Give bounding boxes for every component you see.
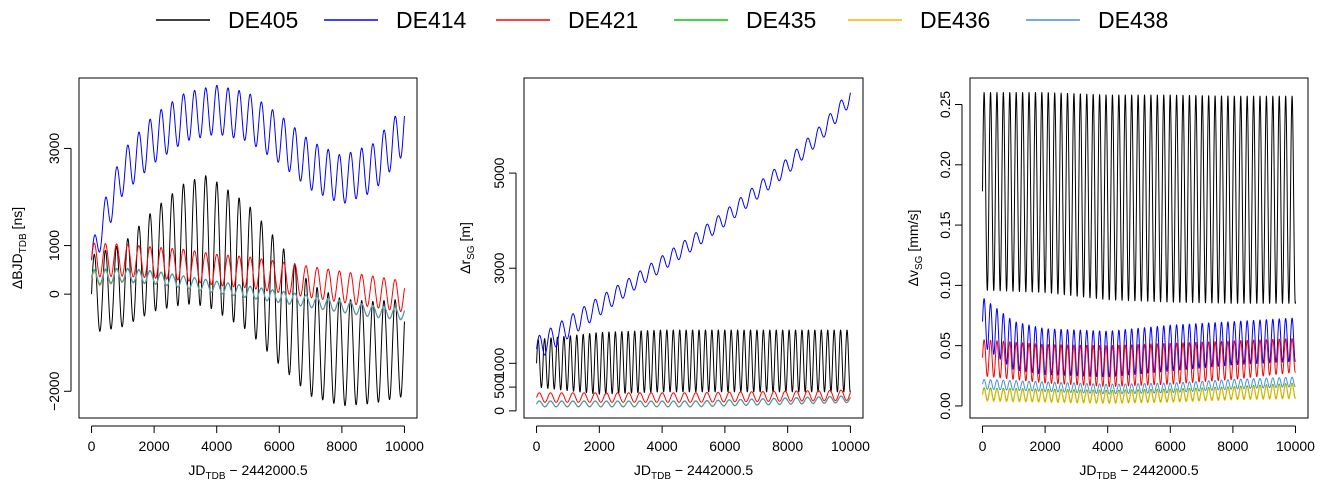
x-tick-label: 4000 [201,438,232,454]
x-tick-label: 0 [88,438,96,454]
y-tick-label: 0.00 [937,392,953,419]
x-tick-label: 4000 [1092,438,1123,454]
x-tick-label: 2000 [139,438,170,454]
series-group [982,92,1296,404]
panel-3: 0 2000 4000 6000 8000 10000 JDTDB − 2442000.5 0… [905,77,1315,482]
x-axis-label: JDTDB − 2442000.5 [634,462,753,482]
legend-entry-de414: DE414 [324,7,467,33]
series-line-de438 [982,376,1296,395]
series-line-de438 [91,268,405,321]
x-tick-label: 2000 [1030,438,1061,454]
x-axis: 0 2000 4000 6000 8000 10000 [88,425,424,454]
legend-entry-de421: DE421 [496,7,638,33]
y-axis-label: ΔvSG [mm/s] [905,210,925,287]
x-tick-label: 8000 [326,438,357,454]
y-tick-label: 0 [491,407,507,415]
x-tick-label: 10000 [385,438,424,454]
y-tick-label: 0.15 [937,211,953,238]
y-tick-label: −2000 [46,371,62,411]
y-tick-label: 1000 [491,348,507,379]
x-axis: 0 2000 4000 6000 8000 10000 [533,425,870,454]
y-tick-label: 3000 [491,252,507,283]
legend-entry-de405: DE405 [156,7,298,33]
y-axis-label: ΔBJDTDB [ns] [9,207,29,289]
y-tick-label: 0 [46,290,62,298]
plot-frame [78,77,418,419]
series-line-de405 [91,175,405,407]
x-tick-label: 6000 [264,438,295,454]
series-line-de421 [536,389,851,403]
legend-label: DE405 [228,7,298,33]
series-line-de405 [536,329,851,395]
y-tick-label: 3000 [46,133,62,164]
y-axis: −2000 0 1000 3000 [46,133,72,411]
legend-label: DE421 [568,7,638,33]
legend-entry-de435: DE435 [674,7,816,33]
series-group [536,92,851,408]
y-tick-label: 0.25 [937,91,953,118]
series-line-de414 [536,92,851,356]
y-tick-label: 500 [491,375,507,399]
x-tick-label: 8000 [772,438,803,454]
x-tick-label: 8000 [1217,438,1248,454]
x-tick-label: 0 [979,438,987,454]
y-tick-label: 1000 [46,230,62,261]
series-line-de435 [91,267,405,320]
x-tick-label: 2000 [584,438,615,454]
legend: DE405 DE414 DE421 DE435 DE436 DE438 [156,7,1168,33]
series-line-de421 [982,338,1296,388]
series-line-de405 [982,92,1296,304]
x-tick-label: 0 [533,438,541,454]
series-group [91,84,405,407]
series-line-de436 [536,395,851,408]
legend-label: DE435 [746,7,816,33]
x-tick-label: 6000 [1155,438,1186,454]
x-axis: 0 2000 4000 6000 8000 10000 [979,425,1315,454]
series-line-de436 [982,383,1296,404]
y-axis: 0.00 0.05 0.10 0.15 0.20 0.25 [937,91,963,420]
y-tick-label: 5000 [491,157,507,188]
y-axis-label: ΔrSG [m] [457,222,477,274]
legend-label: DE438 [1098,7,1168,33]
x-axis-label: JDTDB − 2442000.5 [1079,462,1198,482]
legend-entry-de436: DE436 [848,7,990,33]
x-axis-label: JDTDB − 2442000.5 [188,462,307,482]
x-tick-label: 6000 [709,438,740,454]
series-line-de414 [91,84,405,261]
y-tick-label: 0.05 [937,332,953,359]
plot-frame [523,77,864,419]
legend-entry-de438: DE438 [1026,7,1168,33]
series-line-de421 [91,242,405,313]
legend-label: DE414 [396,7,467,33]
x-tick-label: 4000 [647,438,678,454]
plot-frame [969,77,1309,419]
legend-label: DE436 [920,7,990,33]
x-tick-label: 10000 [1276,438,1315,454]
series-line-de414 [982,298,1296,378]
series-line-de438 [536,395,851,408]
x-tick-label: 10000 [831,438,870,454]
y-tick-label: 0.10 [937,272,953,299]
y-tick-label: 0.20 [937,151,953,178]
